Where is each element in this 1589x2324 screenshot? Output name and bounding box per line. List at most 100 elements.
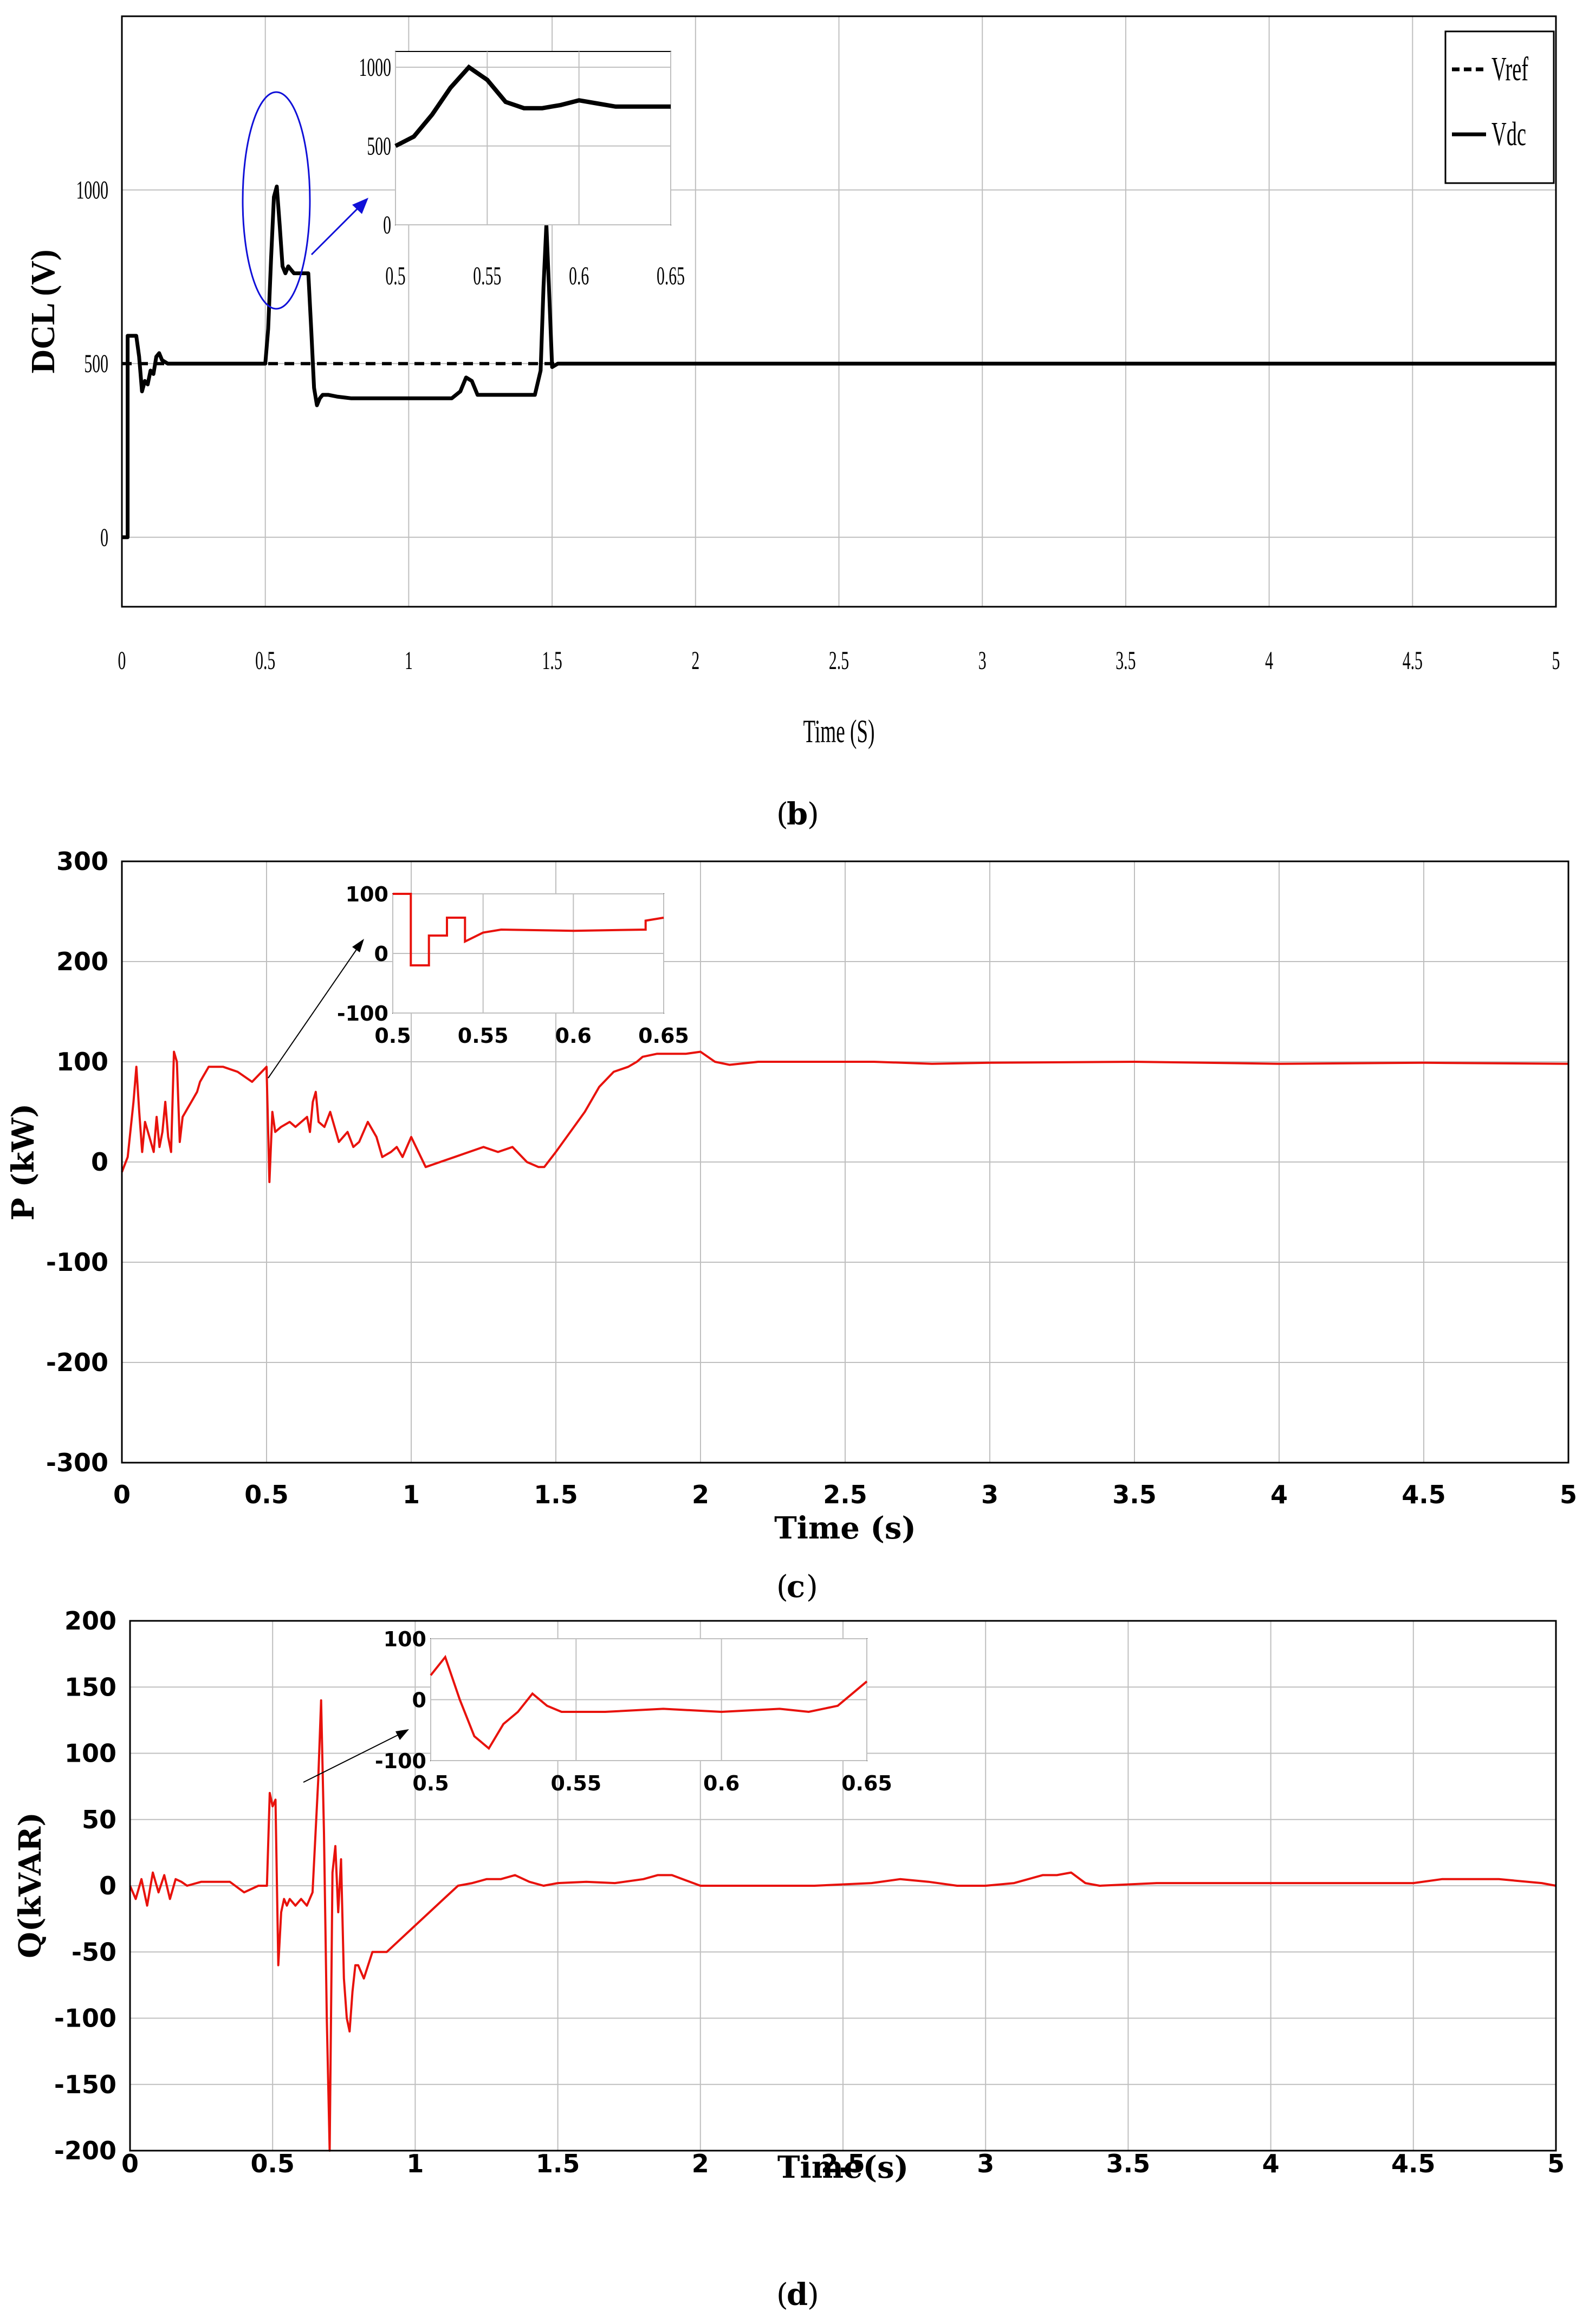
x-tick-label: 1	[405, 646, 413, 675]
inset-x-tick-label: 0.55	[550, 1771, 601, 1795]
caption-b-open: (	[776, 797, 788, 832]
y-axis-label-group: DCL (V)	[25, 249, 62, 373]
series-line-vdc	[122, 184, 1556, 540]
y-tick-label: -100	[46, 1248, 108, 1277]
y-tick-label: 300	[56, 847, 108, 876]
y-tick-label-group: 1000	[76, 175, 108, 204]
inset-x-tick-label: 0.5	[412, 1771, 449, 1795]
y-axis-label: P (kW)	[5, 1103, 41, 1221]
inset-y-tick-label: 0	[374, 942, 388, 966]
x-tick-label: 3.5	[1112, 1480, 1157, 1509]
caption-c-open: (	[776, 1569, 788, 1605]
x-tick-label: 0	[121, 2149, 139, 2178]
caption-d-open: (	[776, 2277, 788, 2313]
x-tick-label: 1.5	[542, 646, 562, 675]
y-tick-label: 1000	[76, 175, 108, 204]
x-tick-label: 2.5	[829, 646, 849, 675]
x-tick-label: 4	[1262, 2149, 1280, 2178]
x-tick-label-group: 2	[691, 646, 699, 675]
y-tick-label: 50	[82, 1805, 116, 1834]
inset-x-tick-label: 0.65	[638, 1024, 689, 1048]
y-tick-label: -50	[72, 1937, 116, 1966]
inset-y-tick-label: 100	[384, 1627, 426, 1651]
x-tick-label: 0	[118, 646, 126, 675]
inset-y-tick-label: -100	[337, 1002, 388, 1025]
highlight-ellipse	[242, 91, 311, 310]
callout-arrow-line	[303, 1733, 401, 1783]
x-tick-label-group: 0.5	[255, 646, 275, 675]
caption-c-letter: c	[787, 1569, 805, 1605]
x-tick-label: 0.5	[255, 646, 275, 675]
x-tick-label-group: 4.5	[1403, 646, 1423, 675]
inset-chart: 0.5 0.55 0.6 0.65 -100 0 100	[337, 882, 689, 1048]
inset-x-tick-label: 0.55	[458, 1024, 509, 1048]
y-tick-label: -100	[54, 2004, 116, 2033]
x-axis-label: Time (S)	[803, 713, 875, 749]
y-tick-label: 0	[99, 1871, 116, 1900]
inset-frame	[395, 51, 671, 225]
x-tick-label: 1.5	[534, 1480, 578, 1509]
inset-x-tick-label: 0.55	[473, 261, 501, 290]
y-tick-label: 200	[56, 947, 108, 976]
y-tick-label: -200	[46, 1348, 108, 1377]
y-axis-label: DCL (V)	[25, 249, 62, 373]
y-tick-label: 150	[64, 1672, 116, 1702]
x-axis-label: Time (s)	[774, 1510, 916, 1546]
caption-b-letter: b	[787, 796, 808, 832]
y-tick-label-group: 0	[100, 522, 108, 551]
x-axis-label: Time(s)	[777, 2150, 909, 2185]
plot-frame	[129, 1620, 1557, 2152]
x-tick-label-group: 3	[978, 646, 987, 675]
caption-b-close: )	[807, 797, 819, 832]
x-tick-label: 3	[977, 2149, 994, 2178]
inset-y-tick-label: 0	[383, 210, 391, 239]
inset-x-tick-group: 0.65	[657, 261, 685, 290]
y-tick-label-group: 500	[84, 349, 108, 378]
x-tick-label: 0.5	[244, 1480, 289, 1509]
x-tick-label: 5	[1547, 2149, 1565, 2178]
panel-c-chart: 0 0.5 1 1.5 2 2.5 3 3.5 4 4.5 5 -300 -200 -100 0 100 200…	[5, 847, 1577, 1546]
x-tick-label: 0.5	[250, 2149, 295, 2178]
inset-x-tick-label: 0.65	[657, 261, 685, 290]
x-tick-label: 2	[692, 1480, 709, 1509]
x-tick-label-group: 2.5	[829, 646, 849, 675]
series-line-main	[129, 1699, 1556, 2152]
y-axis-label-group: Q(kVAR)	[12, 1812, 48, 1958]
x-tick-label-group: 0	[118, 646, 126, 675]
inset-x-tick-label: 0.6	[703, 1771, 740, 1795]
y-tick-label: 0	[100, 522, 108, 551]
legend-label-group: Vdc	[1491, 116, 1526, 153]
x-tick-label: 1	[403, 1480, 420, 1509]
x-tick-label: 5	[1560, 1480, 1577, 1509]
legend-label-vdc: Vdc	[1491, 116, 1526, 153]
inset-x-tick-group: 0.6	[569, 261, 589, 290]
y-tick-label: 500	[84, 349, 108, 378]
callout-arrow-line	[310, 205, 361, 256]
callout-arrowhead	[395, 1729, 409, 1740]
x-tick-label-group: 5	[1552, 646, 1560, 675]
inset-x-tick-group: 0.5	[385, 261, 405, 290]
inset-series-line	[430, 1654, 868, 1750]
callout-arrow-line	[268, 947, 358, 1079]
x-tick-label-group: 1	[405, 646, 413, 675]
grid-lines	[121, 16, 1556, 607]
panel-d-chart: 0 0.5 1 1.5 2 2.5 3 3.5 4 4.5 5 -200 -150 -100 -50 0 50 1…	[12, 1606, 1565, 2185]
series-line-main	[121, 1050, 1569, 1183]
inset-x-tick-label: 0.5	[385, 261, 405, 290]
y-axis-label: Q(kVAR)	[12, 1812, 48, 1958]
x-tick-label: 4.5	[1391, 2149, 1436, 2178]
inset-series-line	[394, 64, 671, 148]
caption-d-letter: d	[787, 2277, 808, 2313]
caption-c-close: )	[806, 1569, 818, 1605]
inset-x-tick-label: 0.5	[374, 1024, 411, 1048]
x-tick-label: 2.5	[823, 1480, 867, 1509]
x-tick-label: 5	[1552, 646, 1560, 675]
inset-y-tick-label: 500	[367, 131, 391, 160]
x-tick-label: 4	[1270, 1480, 1288, 1509]
grid-lines	[121, 861, 1569, 1463]
inset-x-tick-group: 0.55	[473, 261, 501, 290]
inset-y-tick-group: 1000	[359, 53, 392, 82]
y-tick-label: 100	[56, 1047, 108, 1076]
x-tick-label: 3	[981, 1480, 998, 1509]
